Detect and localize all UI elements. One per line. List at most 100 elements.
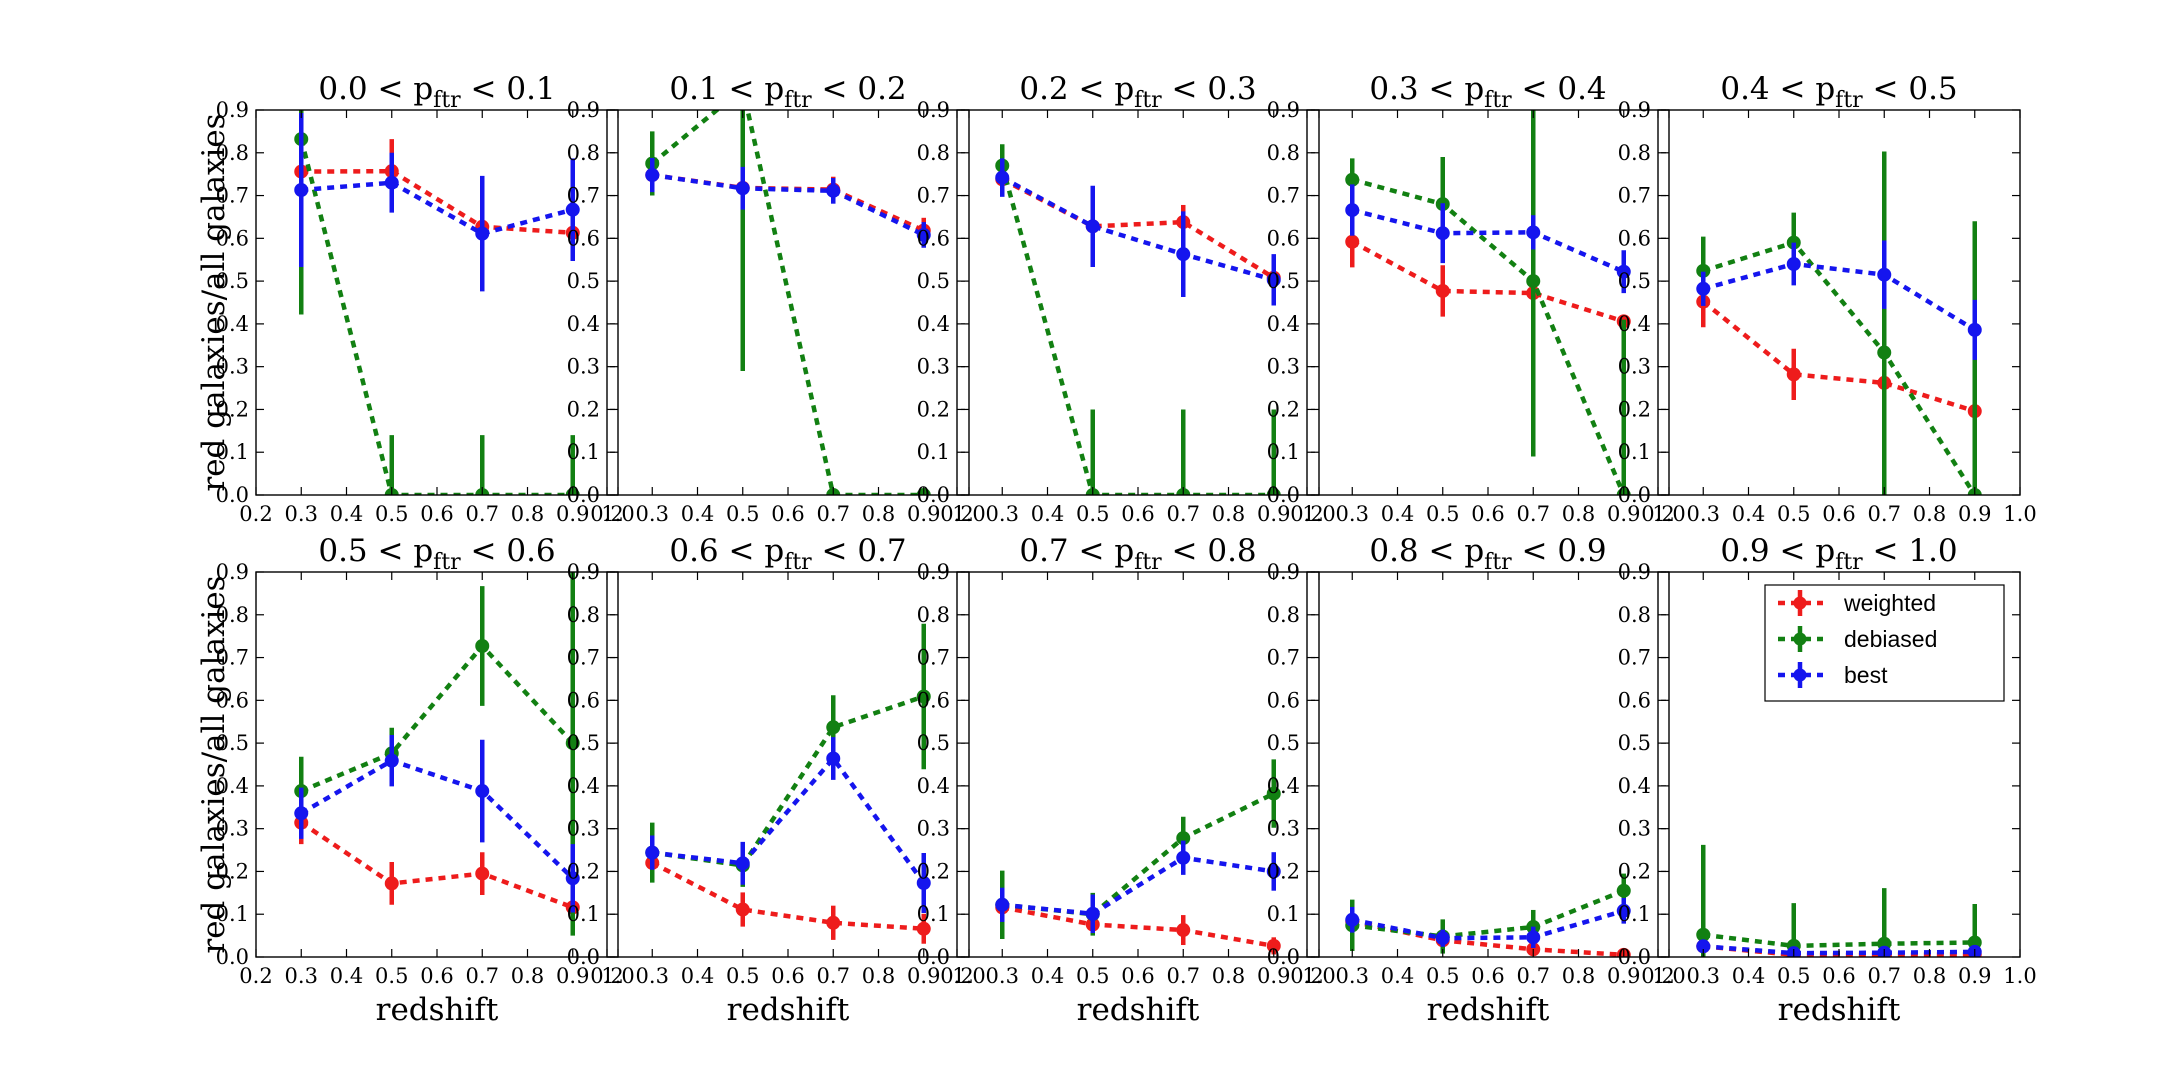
series-line-weighted <box>1001 905 1275 949</box>
title-prefix: 0.6 < p <box>669 533 784 569</box>
x-tick-label: 0.9 <box>907 964 940 988</box>
y-tick-label: 0.9 <box>917 560 950 584</box>
series-line-debiased <box>1702 932 1975 949</box>
x-tick-label: 0.8 <box>1212 502 1245 526</box>
x-tick-label: 0.5 <box>726 502 759 526</box>
x-tick-label: 0.7 <box>817 502 850 526</box>
data-point-debiased <box>565 736 580 751</box>
data-point-best <box>475 226 490 241</box>
x-tick-label: 0.9 <box>907 502 940 526</box>
title-subscript: ftr <box>1484 550 1512 575</box>
legend-marker-weighted <box>1793 596 1807 610</box>
x-tick-label: 0.9 <box>1257 964 1290 988</box>
title-subscript: ftr <box>1835 88 1863 113</box>
data-point-best <box>735 181 750 196</box>
series-line-weighted <box>1701 299 1976 414</box>
x-tick-label: 0.5 <box>1426 502 1459 526</box>
series-line-best <box>1002 855 1275 917</box>
series-best <box>294 112 580 292</box>
y-tick-label: 0.8 <box>567 603 600 627</box>
y-tick-label: 0.4 <box>567 774 600 798</box>
x-tick-label: 0.4 <box>681 964 714 988</box>
y-tick-label: 0.6 <box>1267 226 1300 250</box>
x-tick-label: 1.0 <box>1302 964 1335 988</box>
title-suffix: < 0.4 <box>1512 71 1607 107</box>
title-prefix: 0.9 < p <box>1720 533 1835 569</box>
y-tick-label: 0.4 <box>917 774 950 798</box>
y-tick-label: 0.3 <box>917 355 950 379</box>
y-tick-label: 0.2 <box>1618 397 1651 421</box>
series-weighted <box>645 845 931 944</box>
data-point-best <box>645 845 660 860</box>
data-point-best <box>384 175 399 190</box>
y-tick-label: 0.4 <box>1618 774 1651 798</box>
x-tick-label: 0.5 <box>726 964 759 988</box>
y-tick-label: 0.5 <box>216 731 249 755</box>
x-tick-label: 0.9 <box>1607 964 1640 988</box>
x-tick-label: 0.2 <box>940 502 973 526</box>
x-tick-label: 0.8 <box>1913 964 1946 988</box>
y-tick-label: 0.0 <box>1267 945 1300 969</box>
y-tick-label: 0.0 <box>917 483 950 507</box>
x-tick-label: 1.0 <box>952 502 985 526</box>
data-point-debiased <box>826 720 841 735</box>
x-tick-label: 0.7 <box>1868 964 1901 988</box>
panel-frame <box>956 109 1320 496</box>
x-tick-label: 0.3 <box>1687 964 1720 988</box>
panel-title: 0.1 < pftr < 0.2 <box>669 71 906 113</box>
data-point-weighted <box>1435 283 1450 298</box>
series-line-debiased <box>300 642 575 794</box>
y-tick-label: 0.4 <box>917 312 950 336</box>
x-tick-label: 0.6 <box>1471 964 1504 988</box>
y-tick-label: 0.8 <box>1267 603 1300 627</box>
y-tick-label: 0.7 <box>1267 184 1300 208</box>
data-point-best <box>1176 850 1191 865</box>
y-tick-label: 0.2 <box>216 859 249 883</box>
y-tick-label: 0.9 <box>917 98 950 122</box>
data-point-best <box>735 856 750 871</box>
y-tick-label: 0.6 <box>216 226 249 250</box>
x-tick-label: 1.0 <box>601 502 634 526</box>
y-tick-label: 0.1 <box>917 440 950 464</box>
series-weighted <box>294 801 580 925</box>
y-tick-label: 0.9 <box>216 560 249 584</box>
data-point-best <box>1877 267 1892 282</box>
legend-label-debiased: debiased <box>1844 626 1937 652</box>
legend-label-weighted: weighted <box>1843 590 1936 616</box>
data-point-weighted <box>1345 234 1360 249</box>
x-tick-label: 1.0 <box>1652 964 1685 988</box>
title-subscript: ftr <box>784 550 812 575</box>
x-tick-label: 0.4 <box>681 502 714 526</box>
title-prefix: 0.1 < p <box>669 71 784 107</box>
x-tick-label: 0.7 <box>1868 502 1901 526</box>
x-tick-label: 0.6 <box>1121 964 1154 988</box>
panel-frame <box>1657 109 2021 496</box>
y-tick-label: 0.0 <box>216 945 249 969</box>
x-tick-label: 0.9 <box>1607 502 1640 526</box>
data-point-best <box>565 871 580 886</box>
x-tick-label: 0.9 <box>1958 964 1991 988</box>
x-tick-label: 0.5 <box>1076 502 1109 526</box>
data-point-weighted <box>916 921 931 936</box>
x-tick-label: 1.0 <box>1302 502 1335 526</box>
panel-frame <box>1306 571 1670 958</box>
title-subscript: ftr <box>433 550 461 575</box>
panel-data <box>1345 873 1631 957</box>
data-point-best <box>475 784 490 799</box>
y-tick-label: 0.9 <box>1618 98 1651 122</box>
y-tick-label: 0.4 <box>216 312 249 336</box>
x-tick-label: 0.9 <box>1257 502 1290 526</box>
panel-frame <box>606 109 970 496</box>
x-tick-label: 0.6 <box>1822 964 1855 988</box>
series-line-debiased <box>1702 240 1977 495</box>
y-tick-label: 0.7 <box>216 646 249 670</box>
y-tick-label: 0.5 <box>1618 731 1651 755</box>
title-prefix: 0.4 < p <box>1720 71 1835 107</box>
panel-data <box>294 572 580 936</box>
series-debiased <box>294 572 580 936</box>
panel-data <box>1696 151 1982 495</box>
y-tick-label: 0.3 <box>216 355 249 379</box>
legend-entry-debiased: debiased <box>1778 626 1937 652</box>
panel-data <box>645 110 931 495</box>
